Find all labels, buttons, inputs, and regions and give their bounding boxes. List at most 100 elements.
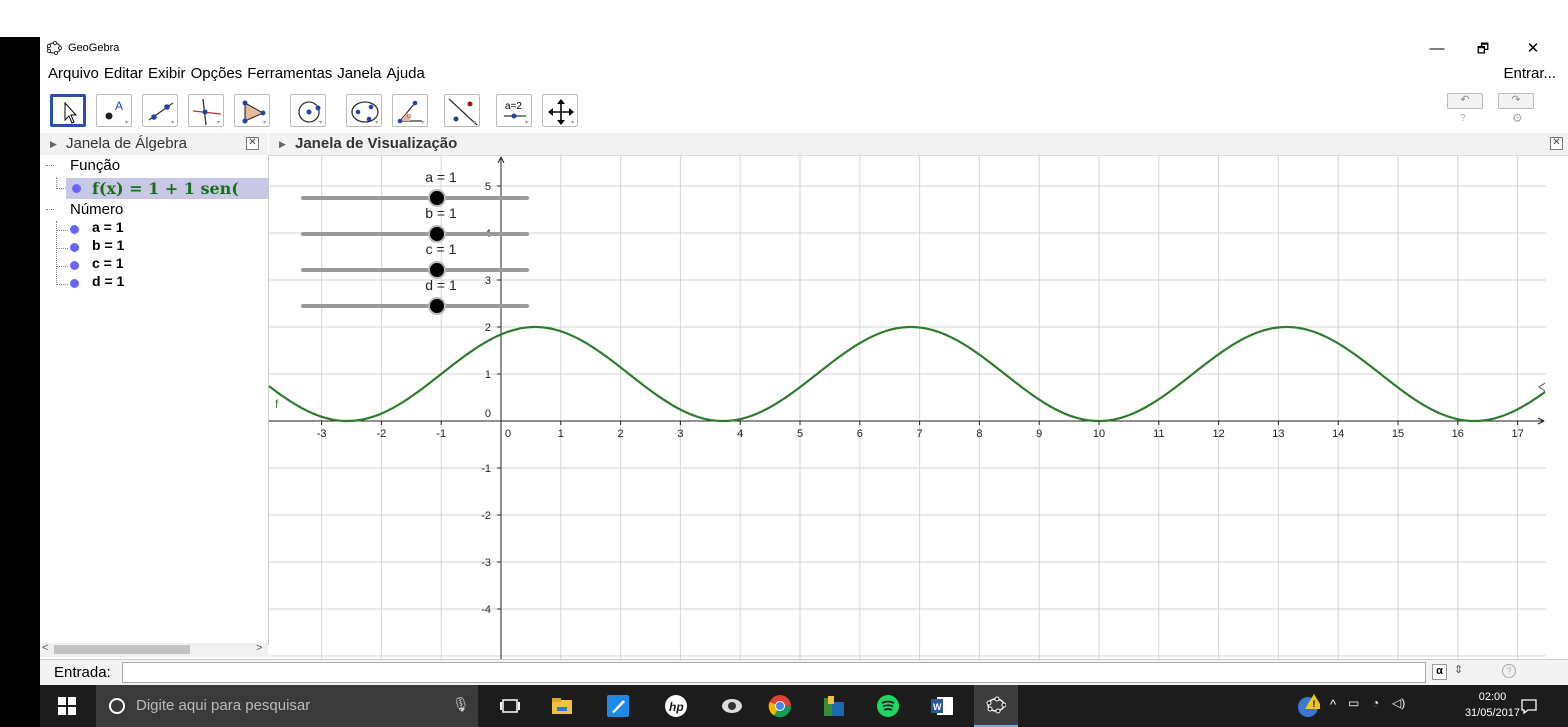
function-visibility-dot[interactable] bbox=[72, 184, 81, 193]
input-label: Entrada: bbox=[54, 664, 111, 681]
y-tick-label: 1 bbox=[485, 369, 491, 381]
close-button[interactable]: ✕ bbox=[1526, 40, 1540, 57]
algebra-view-header: ▶ Janela de Álgebra ✕ bbox=[40, 133, 268, 156]
spinner-icon[interactable]: ⇕ bbox=[1454, 664, 1464, 676]
collapse-triangle-icon[interactable]: ▶ bbox=[279, 139, 286, 149]
function-curve[interactable] bbox=[269, 325, 1546, 423]
windows-start-icon[interactable] bbox=[58, 697, 82, 721]
minimize-button[interactable]: — bbox=[1429, 40, 1445, 57]
number-visibility-dot[interactable] bbox=[70, 261, 79, 270]
number-d[interactable]: d = 1 bbox=[92, 273, 125, 289]
number-visibility-dot[interactable] bbox=[70, 225, 79, 234]
file-explorer-icon[interactable] bbox=[550, 694, 574, 718]
toolbar: A α a=2 ↶ ↷ ? ⚙ bbox=[40, 87, 1568, 133]
slider-handle[interactable] bbox=[430, 227, 444, 241]
chrome-icon[interactable] bbox=[768, 694, 792, 718]
graphics-canvas[interactable]: -3-2-101234567891011121314151617054321-1… bbox=[269, 155, 1546, 659]
volume-icon[interactable]: ◁) bbox=[1392, 696, 1406, 710]
move-graphics-tool[interactable] bbox=[542, 94, 578, 127]
function-row[interactable]: f(x) = 1 + 1 sen( bbox=[66, 178, 268, 199]
x-tick-label: 5 bbox=[797, 428, 803, 440]
number-visibility-dot[interactable] bbox=[70, 279, 79, 288]
warning-tray-icon[interactable]: ! bbox=[1296, 694, 1320, 718]
menu-ajuda[interactable]: Ajuda bbox=[386, 65, 425, 82]
input-bar: Entrada: α ⇕ ? bbox=[40, 659, 1568, 686]
algebra-close-icon[interactable]: ✕ bbox=[246, 137, 259, 150]
task-view-icon[interactable] bbox=[498, 694, 522, 718]
group-function-label[interactable]: Função bbox=[70, 157, 121, 174]
algebra-horizontal-scrollbar[interactable]: < > bbox=[40, 642, 268, 657]
wifi-icon[interactable]: ◔ bbox=[1372, 696, 1380, 710]
scrollbar-thumb[interactable] bbox=[54, 645, 190, 654]
slider-tool[interactable]: a=2 bbox=[496, 94, 532, 127]
scroll-right-icon[interactable]: > bbox=[256, 642, 263, 654]
angle-tool[interactable]: α bbox=[392, 94, 428, 127]
menu-exibir[interactable]: Exibir bbox=[148, 65, 186, 82]
circle-tool[interactable] bbox=[290, 94, 326, 127]
graphics-close-icon[interactable]: ✕ bbox=[1550, 137, 1563, 150]
geogebra-taskbar-item[interactable] bbox=[974, 685, 1018, 727]
move-arrows-icon bbox=[548, 99, 574, 125]
word-icon[interactable]: W bbox=[930, 694, 954, 718]
menu-arquivo[interactable]: Arquivo bbox=[48, 65, 99, 82]
angle-icon: α bbox=[397, 100, 424, 124]
title-bar: GeoGebra — 🗗 ✕ bbox=[40, 37, 1568, 61]
x-axis-arrow bbox=[1537, 417, 1545, 425]
move-tool[interactable] bbox=[50, 94, 86, 127]
menu-janela[interactable]: Janela bbox=[337, 65, 382, 82]
left-frame bbox=[0, 37, 40, 727]
slider-handle[interactable] bbox=[430, 263, 444, 277]
slider-label: a = 1 bbox=[425, 169, 457, 185]
battery-icon[interactable]: ▭ bbox=[1348, 696, 1360, 710]
tray-expand-icon[interactable]: ^ bbox=[1330, 697, 1337, 712]
search-placeholder: Digite aqui para pesquisar bbox=[136, 697, 311, 714]
number-c[interactable]: c = 1 bbox=[92, 255, 124, 271]
app-rocket-icon[interactable] bbox=[606, 694, 630, 718]
scroll-left-icon[interactable]: < bbox=[42, 642, 49, 654]
input-help-icon[interactable]: ? bbox=[1502, 664, 1516, 678]
x-tick-label: 2 bbox=[618, 428, 624, 440]
line-tool[interactable] bbox=[142, 94, 178, 127]
style-bar-toggle-icon[interactable] bbox=[1538, 382, 1546, 392]
algebra-view-title: Janela de Álgebra bbox=[66, 135, 187, 152]
microphone-icon[interactable]: 🎙 bbox=[452, 696, 470, 712]
conic-tool[interactable] bbox=[346, 94, 382, 127]
settings-icon[interactable]: ⚙ bbox=[1512, 111, 1523, 125]
spotify-icon[interactable] bbox=[876, 694, 900, 718]
y-tick-label: -4 bbox=[481, 604, 491, 616]
restore-button[interactable]: 🗗 bbox=[1476, 41, 1490, 56]
clock[interactable]: 02:00 31/05/2017 bbox=[1465, 689, 1520, 721]
slider-handle[interactable] bbox=[430, 299, 444, 313]
slider-handle[interactable] bbox=[430, 191, 444, 205]
tree-connector bbox=[56, 230, 68, 231]
redo-button[interactable]: ↷ bbox=[1498, 93, 1534, 109]
y-tick-label: -1 bbox=[481, 463, 491, 475]
svg-text:α: α bbox=[407, 113, 411, 120]
number-visibility-dot[interactable] bbox=[70, 243, 79, 252]
reflect-tool[interactable] bbox=[444, 94, 480, 127]
collapse-triangle-icon[interactable]: ▶ bbox=[50, 139, 57, 149]
function-label[interactable]: f bbox=[275, 397, 279, 411]
polygon-tool[interactable] bbox=[234, 94, 270, 127]
line-icon bbox=[148, 102, 174, 124]
menu-opcoes[interactable]: Opções bbox=[190, 65, 243, 82]
alpha-button[interactable]: α bbox=[1432, 664, 1447, 680]
slider-icon: a=2 bbox=[504, 101, 528, 124]
app-icon[interactable] bbox=[822, 694, 846, 718]
group-number-label[interactable]: Número bbox=[70, 201, 124, 218]
undo-button[interactable]: ↶ bbox=[1447, 93, 1483, 109]
menu-editar[interactable]: Editar bbox=[103, 65, 144, 82]
menu-ferramentas[interactable]: Ferramentas bbox=[247, 65, 333, 82]
function-expression[interactable]: f(x) = 1 + 1 sen( bbox=[92, 179, 239, 198]
login-link[interactable]: Entrar... bbox=[1503, 65, 1556, 82]
number-b[interactable]: b = 1 bbox=[92, 237, 125, 253]
webcam-icon[interactable] bbox=[720, 694, 744, 718]
number-a[interactable]: a = 1 bbox=[92, 219, 124, 235]
point-tool[interactable]: A bbox=[96, 94, 132, 127]
input-field[interactable] bbox=[122, 662, 1426, 683]
hp-icon[interactable]: hp bbox=[664, 694, 688, 718]
perpendicular-tool[interactable] bbox=[188, 94, 224, 127]
taskbar-search[interactable]: Digite aqui para pesquisar 🎙 bbox=[96, 685, 478, 727]
help-icon[interactable]: ? bbox=[1460, 113, 1466, 124]
notifications-icon[interactable] bbox=[1520, 697, 1538, 715]
